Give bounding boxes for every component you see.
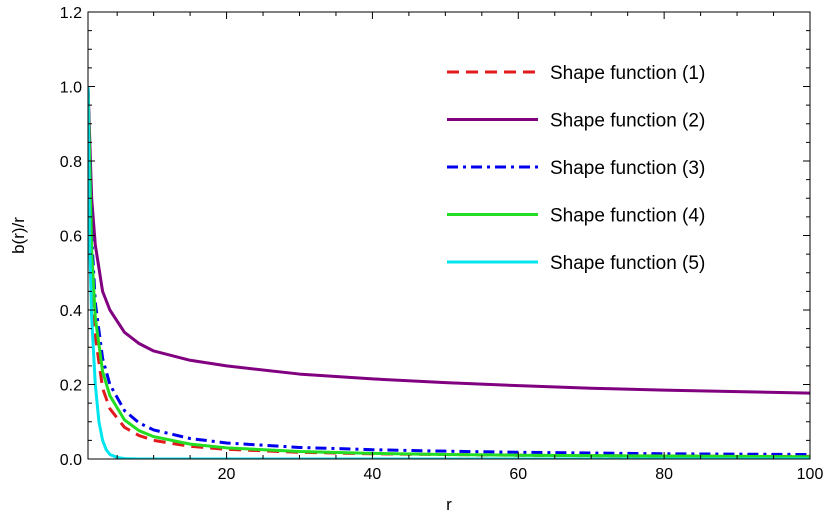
y-tick-label: 0.2 [60, 378, 82, 395]
y-tick-label: 0.8 [60, 154, 82, 171]
ticks-layer: 20 40 60 80 100 0.0 0.2 0.4 0.6 0.8 1.0 1.2 [60, 5, 824, 483]
legend-label-3: Shape function (3) [550, 158, 705, 179]
series-line-4 [88, 86, 810, 459]
y-tick-label: 0.6 [60, 229, 82, 246]
series-line-1 [88, 86, 810, 458]
x-tick-label: 20 [218, 466, 236, 483]
legend-label-1: Shape function (1) [550, 63, 705, 84]
x-axis-label: r [446, 495, 452, 514]
x-tick-label: 60 [509, 466, 527, 483]
x-tick-label: 40 [364, 466, 382, 483]
y-tick-label: 0.0 [60, 452, 82, 469]
y-tick-label: 1.0 [60, 80, 82, 97]
y-tick-label: 1.2 [60, 5, 82, 22]
legend-label-5: Shape function (5) [550, 253, 705, 274]
series-line-2 [88, 86, 810, 395]
legend: Shape function (1) Shape function (2) Shap… [447, 63, 705, 274]
y-tick-label: 0.4 [60, 303, 82, 320]
legend-label-2: Shape function (2) [550, 111, 705, 132]
x-tick-label: 100 [797, 466, 824, 483]
y-axis-label: b(r)/r [9, 217, 28, 254]
legend-label-4: Shape function (4) [550, 206, 705, 227]
x-tick-label: 80 [655, 466, 673, 483]
